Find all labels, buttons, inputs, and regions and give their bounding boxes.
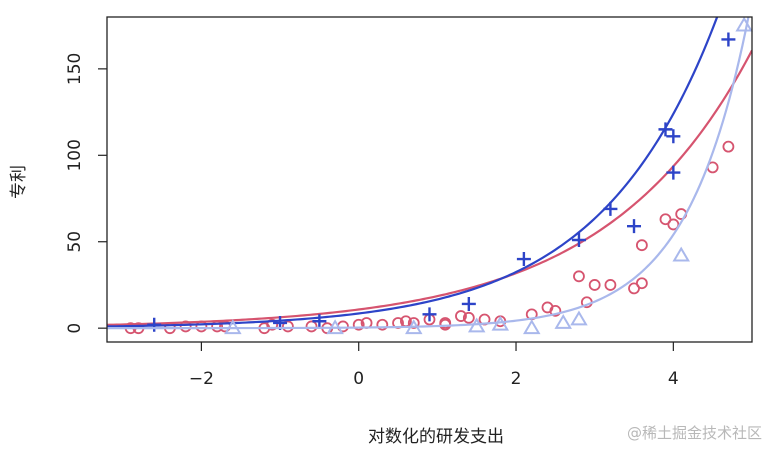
data-point-plus: [603, 201, 618, 216]
data-point-triangle: [326, 319, 344, 335]
data-point-plus: [658, 122, 673, 137]
data-point-circle: [635, 239, 648, 252]
x-tick-label: −2: [189, 369, 214, 389]
fit-curve-circle: [107, 49, 752, 326]
data-point-circle: [352, 318, 365, 331]
data-point-triangle: [570, 310, 588, 326]
data-point-triangle: [523, 319, 541, 335]
data-point-triangle: [735, 16, 753, 32]
data-point-plus: [571, 233, 586, 248]
data-point-plus: [516, 252, 531, 267]
data-point-plus: [312, 314, 327, 329]
x-tick-label: 0: [353, 369, 364, 389]
data-point-plus: [147, 317, 162, 332]
plot-frame: [106, 16, 753, 343]
data-point-plus: [627, 219, 642, 234]
data-point-circle: [588, 279, 601, 291]
data-point-circle: [659, 213, 672, 226]
series-plus: [107, 17, 736, 332]
data-point-circle: [195, 320, 208, 333]
y-axis-label: 专利: [9, 165, 29, 199]
fit-curve-plus: [107, 17, 719, 328]
data-point-circle: [635, 277, 648, 290]
data-point-circle: [573, 270, 585, 283]
data-point-circle: [266, 318, 279, 331]
data-point-circle: [211, 320, 224, 333]
watermark: @稀土掘金技术社区: [627, 424, 762, 442]
data-point-circle: [549, 304, 562, 317]
data-point-triangle: [672, 246, 690, 262]
y-tick-label: 50: [65, 231, 85, 253]
data-point-plus: [422, 307, 437, 322]
x-tick-label: 2: [511, 369, 522, 389]
data-point-circle: [462, 311, 475, 324]
series-triangle: [107, 16, 753, 335]
data-point-circle: [282, 320, 294, 333]
fit-curve-triangle: [107, 17, 750, 330]
data-point-triangle: [554, 314, 572, 329]
data-point-circle: [628, 282, 640, 295]
data-point-triangle: [491, 315, 510, 331]
y-tick-label: 100: [65, 139, 85, 171]
data-point-plus: [721, 32, 736, 47]
y-tick-label: 0: [65, 323, 85, 334]
data-point-circle: [722, 140, 735, 153]
data-point-circle: [455, 310, 467, 322]
data-point-circle: [604, 279, 617, 291]
series-circle: [107, 49, 752, 335]
data-point-triangle: [405, 319, 423, 335]
data-point-circle: [305, 320, 318, 333]
data-point-circle: [667, 218, 680, 231]
x-axis-label: 对数化的研发支出: [368, 427, 504, 447]
data-point-plus: [666, 165, 681, 180]
x-tick-label: 4: [668, 369, 679, 389]
data-point-circle: [376, 318, 389, 331]
data-point-triangle: [467, 317, 486, 333]
tick-layer: −2 0 2 4 0 50 100 150: [65, 53, 679, 389]
y-tick-label: 150: [65, 53, 85, 85]
series-layer: [107, 16, 753, 335]
data-point-circle: [407, 317, 420, 329]
data-point-triangle: [224, 319, 242, 335]
data-point-circle: [179, 320, 192, 333]
data-point-plus: [666, 129, 681, 144]
data-point-plus: [461, 296, 476, 311]
